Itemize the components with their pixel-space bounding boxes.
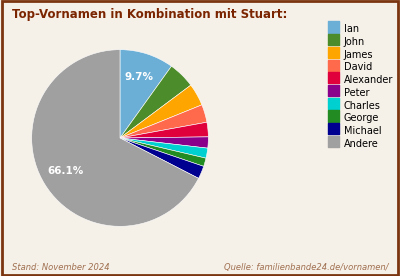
Wedge shape [120,85,202,138]
Wedge shape [120,50,172,138]
Text: Stand: November 2024: Stand: November 2024 [12,263,110,272]
Wedge shape [120,138,206,166]
Wedge shape [120,122,208,138]
Wedge shape [120,138,208,158]
Text: Quelle: familienbande24.de/vornamen/: Quelle: familienbande24.de/vornamen/ [224,263,388,272]
Wedge shape [120,105,207,138]
Legend: Ian, John, James, David, Alexander, Peter, Charles, George, Michael, Andere: Ian, John, James, David, Alexander, Pete… [328,24,393,149]
Wedge shape [120,138,204,178]
Wedge shape [120,137,208,148]
Text: Top-Vornamen in Kombination mit Stuart:: Top-Vornamen in Kombination mit Stuart: [12,8,287,21]
Wedge shape [32,50,198,226]
Wedge shape [120,66,191,138]
Text: 9.7%: 9.7% [125,73,154,83]
Text: 66.1%: 66.1% [48,166,84,176]
